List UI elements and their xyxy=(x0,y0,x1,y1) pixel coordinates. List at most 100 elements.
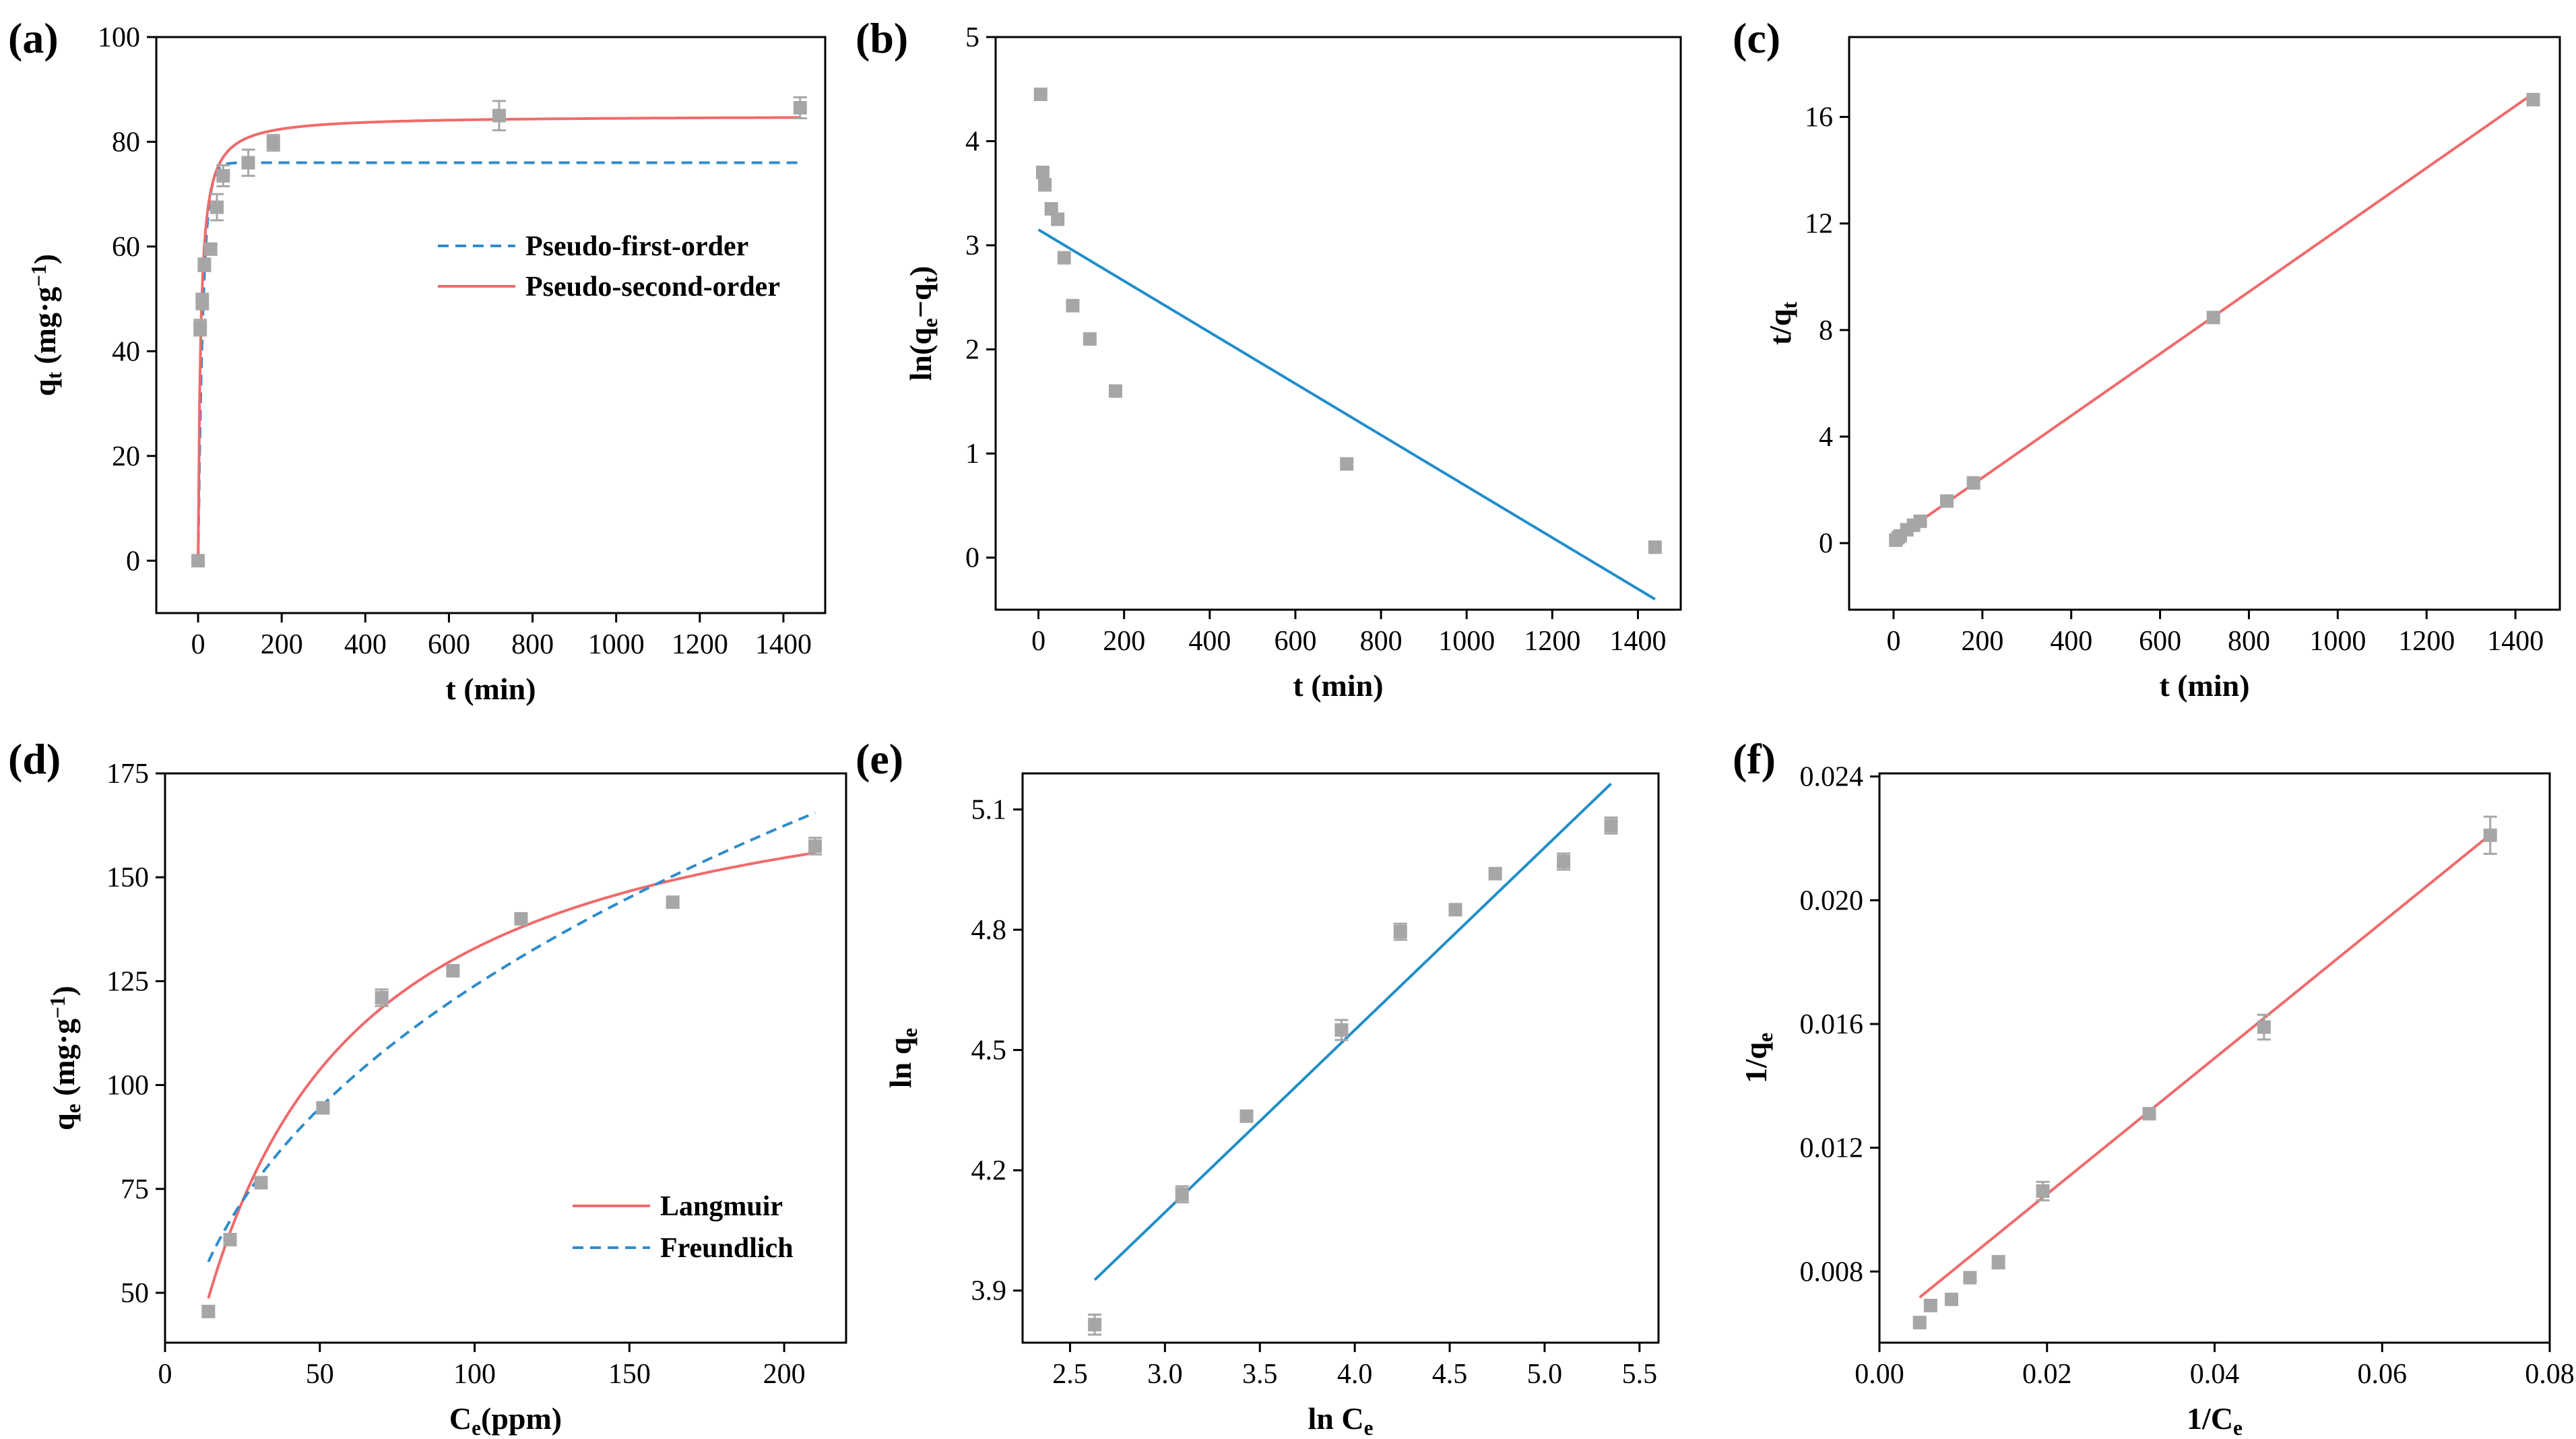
x-tick-label: 0 xyxy=(191,629,205,660)
y-tick-label: 0.024 xyxy=(1800,762,1864,793)
x-axis-label: t (min) xyxy=(1293,668,1383,703)
data-point xyxy=(1057,251,1071,265)
data-point xyxy=(203,242,218,256)
data-point xyxy=(195,294,210,309)
y-tick-label: 16 xyxy=(1805,102,1833,133)
y-axis-label: ln qe xyxy=(883,1028,922,1088)
y-tick-label: 4.8 xyxy=(971,915,1007,946)
y-tick-label: 4 xyxy=(965,127,979,158)
y-tick-label: 0 xyxy=(126,546,140,577)
legend: Langmuir Freundlich xyxy=(573,1191,794,1264)
legend-label: Pseudo-second-order xyxy=(525,271,780,302)
data-point xyxy=(2206,311,2220,325)
y-tick-label: 1 xyxy=(965,439,979,470)
data-point xyxy=(1035,165,1050,179)
data-point xyxy=(1557,854,1571,868)
x-axis-label: t (min) xyxy=(2159,668,2249,703)
x-tick-label: 800 xyxy=(2228,626,2270,657)
x-tick-label: 600 xyxy=(2139,626,2181,657)
data-point xyxy=(492,108,506,123)
x-tick-label: 4.5 xyxy=(1432,1359,1468,1390)
x-tick-label: 0.00 xyxy=(1855,1359,1904,1390)
x-tick-label: 1200 xyxy=(1524,626,1580,657)
data-point xyxy=(2257,1020,2271,1034)
x-tick-label: 600 xyxy=(428,629,470,660)
legend-label: Freundlich xyxy=(660,1233,794,1264)
y-axis-label: 1/qe xyxy=(1739,1033,1777,1083)
fit-line-linear xyxy=(1919,833,2491,1299)
x-tick-label: 1400 xyxy=(755,629,812,660)
data-point xyxy=(191,554,205,568)
y-tick-label: 0.016 xyxy=(1800,1009,1864,1040)
x-tick-label: 0 xyxy=(158,1359,172,1390)
x-tick-label: 200 xyxy=(1961,626,2003,657)
data-point xyxy=(1923,1298,1937,1312)
data-point xyxy=(1340,457,1354,471)
data-point xyxy=(2142,1107,2156,1121)
panel-c: 0 200 400 600 800 1000 1200 1400 0 4 8 12 16 (c) t (mi… xyxy=(1733,14,2561,703)
data-point xyxy=(1940,494,1954,508)
data-point xyxy=(201,1304,216,1318)
data-point xyxy=(1038,178,1052,192)
y-tick-label: 20 xyxy=(112,441,140,472)
data-point xyxy=(375,991,389,1005)
y-tick-label: 40 xyxy=(112,336,140,367)
data-point xyxy=(241,156,255,170)
data-point xyxy=(1334,1023,1349,1037)
data-point xyxy=(1033,88,1048,101)
data-point xyxy=(1088,1318,1102,1332)
plot-frame xyxy=(164,772,847,1344)
x-tick-label: 1400 xyxy=(1609,626,1666,657)
y-axis-label: t/qt xyxy=(1763,301,1801,345)
y-tick-label: 100 xyxy=(106,1070,149,1101)
y-tick-label: 100 xyxy=(98,22,140,53)
x-tick-label: 1000 xyxy=(588,629,645,660)
y-tick-label: 0.012 xyxy=(1800,1133,1864,1164)
y-tick-label: 0.020 xyxy=(1800,885,1864,916)
data-point xyxy=(1066,298,1080,313)
x-axis-label: t (min) xyxy=(445,672,536,706)
y-tick-label: 0.008 xyxy=(1800,1256,1864,1287)
y-tick-label: 4.5 xyxy=(971,1035,1007,1066)
panel-a: 0 200 400 600 800 1000 1200 1400 0 20 40 60 80 100 (a)… xyxy=(8,14,827,706)
y-axis-label: qt (mg·g−1) xyxy=(27,254,66,396)
x-tick-label: 3.0 xyxy=(1147,1359,1183,1390)
x-tick-label: 5.0 xyxy=(1527,1359,1563,1390)
x-tick-label: 800 xyxy=(1360,626,1403,657)
fit-line-langmuir xyxy=(207,851,816,1299)
x-tick-label: 0.08 xyxy=(2525,1359,2575,1390)
data-point xyxy=(446,963,460,978)
data-point xyxy=(2526,92,2540,106)
panel-label: (b) xyxy=(856,14,908,62)
y-tick-label: 175 xyxy=(106,759,149,790)
fit-line-freundlich xyxy=(207,811,816,1262)
x-tick-label: 0 xyxy=(1886,626,1900,657)
plot-frame xyxy=(1021,772,1660,1344)
fit-line-pseudo-first-order xyxy=(197,161,800,561)
panel-d: 0 50 100 150 200 50 75 100 125 150 175 (d) Ce(ppm) qe… xyxy=(8,735,847,1439)
fit-line-linear xyxy=(1037,228,1656,601)
x-tick-label: 100 xyxy=(453,1359,496,1390)
x-tick-label: 0.02 xyxy=(2022,1359,2072,1390)
data-point xyxy=(1966,476,1981,490)
data-point xyxy=(793,100,807,115)
data-point xyxy=(1991,1255,2005,1269)
data-point xyxy=(1648,540,1662,554)
data-point xyxy=(1913,514,1927,528)
data-point xyxy=(197,258,212,272)
data-point xyxy=(1448,903,1462,917)
data-point xyxy=(1488,866,1502,881)
x-tick-label: 200 xyxy=(763,1359,806,1390)
panel-b: 0 200 400 600 800 1000 1200 1400 0 1 2 3 4 5 (b) t (min… xyxy=(856,14,1682,703)
x-tick-label: 600 xyxy=(1274,626,1316,657)
y-tick-label: 3 xyxy=(965,230,979,261)
x-tick-label: 150 xyxy=(608,1359,651,1390)
data-point xyxy=(514,912,528,926)
x-tick-label: 5.5 xyxy=(1622,1359,1658,1390)
data-point xyxy=(1175,1187,1189,1201)
data-point xyxy=(2483,828,2497,842)
y-tick-label: 8 xyxy=(1819,315,1833,346)
x-tick-label: 400 xyxy=(344,629,387,660)
y-tick-label: 80 xyxy=(112,127,140,158)
